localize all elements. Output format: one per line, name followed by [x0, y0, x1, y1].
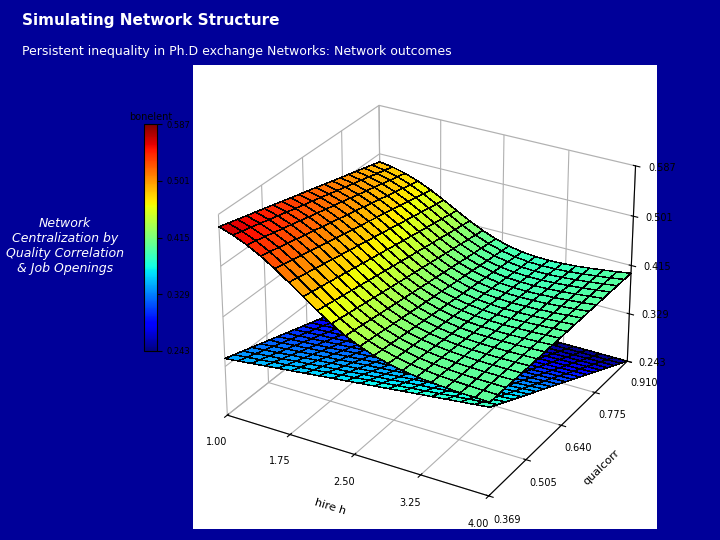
Text: Simulating Network Structure: Simulating Network Structure: [22, 13, 279, 28]
Y-axis label: qualcorr: qualcorr: [582, 448, 622, 487]
Title: bonelent: bonelent: [129, 112, 172, 122]
Text: Persistent inequality in Ph.D exchange Networks: Network outcomes: Persistent inequality in Ph.D exchange N…: [22, 45, 451, 58]
Text: Network
Centralization by
Quality Correlation
& Job Openings: Network Centralization by Quality Correl…: [6, 217, 124, 275]
X-axis label: hire h: hire h: [313, 497, 347, 516]
